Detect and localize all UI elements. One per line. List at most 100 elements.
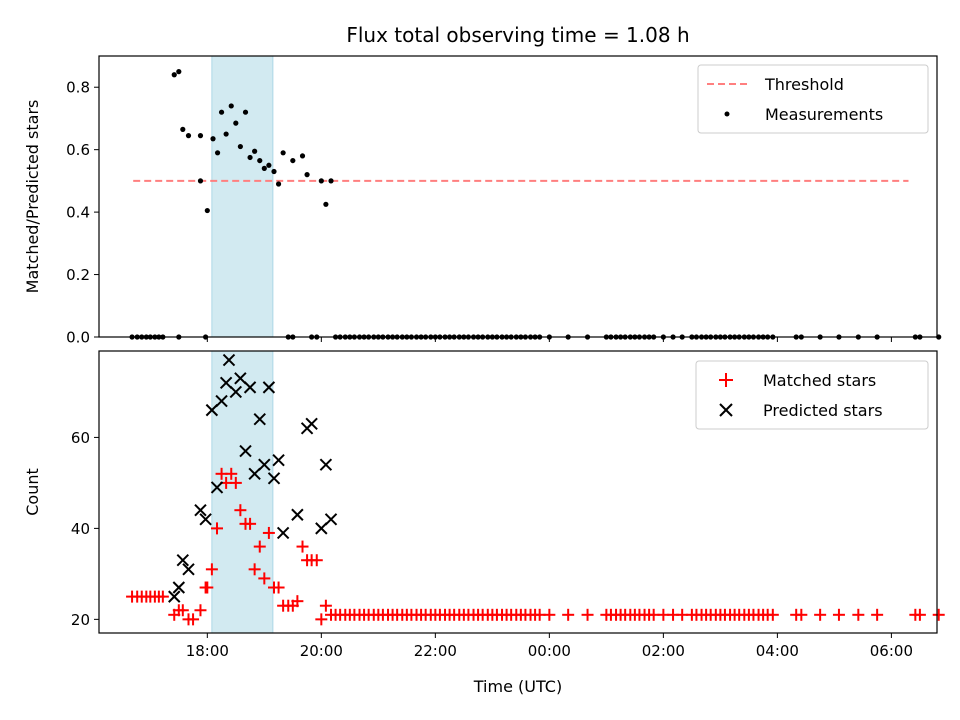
predicted-point [239, 444, 252, 458]
matched-point [201, 581, 214, 594]
top-plot-frame [98, 55, 938, 338]
measurement-point [223, 131, 229, 137]
predicted-stars-points [168, 353, 338, 603]
predicted-point [262, 381, 276, 394]
matched-point [234, 504, 247, 517]
measurement-point [218, 109, 225, 115]
predicted-point [253, 413, 266, 426]
matched-point [262, 526, 275, 539]
measurement-point [290, 157, 296, 164]
x-tick-label: 22:00 [414, 642, 457, 660]
matched-point [176, 604, 189, 617]
matched-point [244, 517, 257, 530]
measurement-point [176, 69, 182, 75]
matched-point [319, 599, 332, 612]
legend-predicted-label: Predicted stars [763, 401, 883, 420]
chart-title: Flux total observing time = 1.08 h [346, 23, 689, 47]
top-y-label: Matched/Predicted stars [23, 100, 42, 294]
matched-point [913, 608, 926, 621]
measurement-point [323, 201, 329, 207]
measurement-point [318, 178, 324, 184]
matched-point [814, 608, 827, 621]
measurement-point [261, 165, 267, 171]
matched-point [310, 554, 323, 567]
x-tick-label: 04:00 [756, 642, 799, 660]
matched-point [315, 613, 328, 626]
predicted-point [258, 458, 271, 471]
measurement-point [197, 178, 204, 184]
measurement-point [210, 136, 216, 142]
legend-predicted-swatch [719, 403, 733, 417]
measurement-point [228, 103, 234, 109]
matched-point [258, 572, 271, 585]
matched-point [205, 563, 218, 576]
bottom-panel: 20 40 60 18:00 20:00 22:00 00:00 02:00 04:00 06:… [23, 350, 945, 696]
measurement-point [280, 150, 286, 156]
y-tick-label: 20 [71, 611, 90, 629]
measurement-point [197, 133, 204, 139]
x-axis-label: Time (UTC) [473, 677, 562, 696]
measurement-point [271, 168, 277, 175]
measurement-point [214, 150, 221, 156]
top-legend: Threshold Measurements [697, 64, 929, 134]
bottom-legend-box [695, 360, 929, 430]
matched-point [248, 563, 261, 576]
measurement-point [233, 120, 239, 126]
predicted-point [324, 513, 338, 526]
y-tick-label: 0.2 [66, 266, 90, 284]
measurement-point [171, 72, 177, 78]
y-tick-label: 0.8 [66, 79, 90, 97]
predicted-point [194, 503, 207, 517]
matched-point [766, 608, 779, 621]
y-tick-label: 0.0 [66, 329, 90, 347]
y-tick-label: 60 [71, 429, 90, 447]
x-axis: 18:00 20:00 22:00 00:00 02:00 04:00 06:00 [186, 633, 913, 660]
matched-point [543, 608, 556, 621]
legend-measurement-swatch [724, 111, 730, 117]
predicted-point [267, 472, 281, 485]
matched-point [272, 581, 285, 594]
measurement-point [237, 143, 243, 150]
predicted-point [319, 458, 333, 471]
observing-span [211, 55, 274, 338]
measurement-point [180, 126, 186, 132]
predicted-point [172, 581, 186, 594]
measurement-point [252, 148, 258, 154]
measurement-point [242, 109, 249, 115]
predicted-point [291, 508, 304, 521]
legend-measurement-label: Measurements [765, 105, 883, 124]
bottom-plot-frame [98, 350, 938, 634]
predicted-point [248, 467, 261, 481]
top-y-axis: 0.0 0.2 0.4 0.6 0.8 [66, 79, 99, 347]
bottom-legend: Matched stars Predicted stars [695, 360, 929, 430]
matched-point [229, 476, 242, 489]
legend-threshold-label: Threshold [764, 75, 844, 94]
predicted-point [243, 381, 257, 394]
matched-point [194, 604, 207, 617]
matched-point [832, 608, 845, 621]
predicted-point [234, 372, 247, 385]
legend-matched-label: Matched stars [763, 371, 876, 390]
matched-point [225, 467, 238, 480]
matched-point [932, 608, 945, 621]
predicted-point [168, 590, 181, 603]
matched-point [852, 608, 865, 621]
matched-point [296, 540, 309, 553]
predicted-point [222, 353, 236, 367]
y-tick-label: 0.4 [66, 204, 90, 222]
x-tick-label: 02:00 [642, 642, 685, 660]
predicted-point [199, 513, 212, 526]
measurement-point [328, 178, 334, 184]
top-panel: 0.0 0.2 0.4 0.6 0.8 Matched/Predicted stars [23, 55, 942, 347]
y-tick-label: 40 [71, 520, 90, 538]
x-tick-label: 06:00 [870, 642, 913, 660]
predicted-point [219, 376, 233, 390]
matched-point [562, 608, 575, 621]
measurement-point [257, 157, 263, 164]
predicted-point [215, 394, 228, 408]
legend-matched-swatch [719, 373, 733, 387]
y-tick-label: 0.6 [66, 141, 90, 159]
matched-point [871, 608, 884, 621]
measurement-point [299, 153, 306, 159]
